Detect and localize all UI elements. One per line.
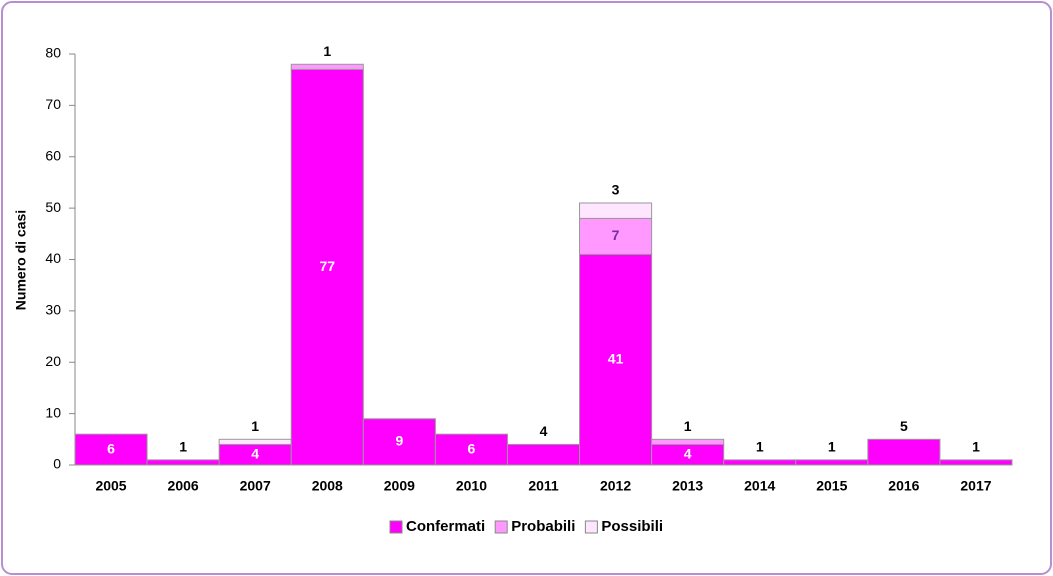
value-label: 6 (468, 440, 476, 456)
value-label: 41 (608, 350, 624, 366)
y-tick-label: 60 (45, 147, 61, 163)
value-label: 4 (251, 445, 259, 461)
value-label: 1 (828, 439, 836, 455)
bar-segment (651, 438, 725, 445)
bar-segment (506, 443, 581, 466)
value-label: 1 (251, 418, 259, 434)
bar-segment (867, 438, 941, 466)
value-label: 3 (612, 182, 620, 198)
bar-segment (939, 459, 1013, 466)
x-tick-label: 2007 (240, 478, 271, 494)
bar-segment (579, 202, 653, 219)
bar-segment (723, 459, 797, 466)
value-label: 6 (107, 440, 115, 456)
y-tick-label: 40 (45, 250, 61, 266)
x-tick-label: 2013 (672, 478, 703, 494)
value-label: 5 (900, 418, 908, 434)
legend-swatch (389, 520, 403, 534)
value-label: 77 (319, 258, 335, 274)
bar-segment (579, 253, 653, 466)
value-label: 4 (684, 445, 692, 461)
bar-segment (218, 438, 292, 445)
value-label: 4 (540, 423, 548, 439)
bar-segment (290, 68, 364, 466)
x-tick-label: 2011 (528, 478, 559, 494)
legend-swatch (584, 520, 598, 534)
x-tick-label: 2010 (456, 478, 487, 494)
bar-segment (579, 217, 653, 255)
legend-label: Probabili (511, 518, 575, 535)
value-label: 1 (756, 439, 764, 455)
y-tick-label: 80 (45, 45, 61, 61)
x-tick-label: 2015 (816, 478, 847, 494)
x-tick-label: 2005 (95, 478, 126, 494)
x-tick-label: 2017 (960, 478, 991, 494)
bar-segment (795, 459, 869, 466)
value-label: 7 (612, 227, 620, 243)
y-tick-label: 0 (53, 456, 61, 472)
bar-segment (74, 433, 148, 466)
y-tick-label: 30 (45, 302, 61, 318)
x-tick-label: 2009 (384, 478, 415, 494)
value-label: 9 (395, 433, 403, 449)
bar-segment (290, 63, 364, 70)
legend-label: Possibili (601, 518, 663, 535)
y-axis-label: Numero di casi (13, 210, 29, 310)
x-tick-label: 2014 (744, 478, 775, 494)
x-tick-label: 2006 (168, 478, 199, 494)
legend-swatch (494, 520, 508, 534)
x-tick-label: 2016 (888, 478, 919, 494)
x-tick-label: 2012 (600, 478, 631, 494)
legend-label: Confermati (406, 518, 485, 535)
x-tick-label: 2008 (312, 478, 343, 494)
bar-segment (362, 418, 436, 466)
y-tick-label: 50 (45, 199, 61, 215)
value-label: 1 (179, 439, 187, 455)
bar-segment (146, 459, 220, 466)
y-tick-label: 10 (45, 404, 61, 420)
value-label: 1 (972, 439, 980, 455)
value-label: 1 (323, 43, 331, 59)
y-tick-label: 70 (45, 96, 61, 112)
value-label: 1 (684, 418, 692, 434)
y-tick-label: 20 (45, 353, 61, 369)
